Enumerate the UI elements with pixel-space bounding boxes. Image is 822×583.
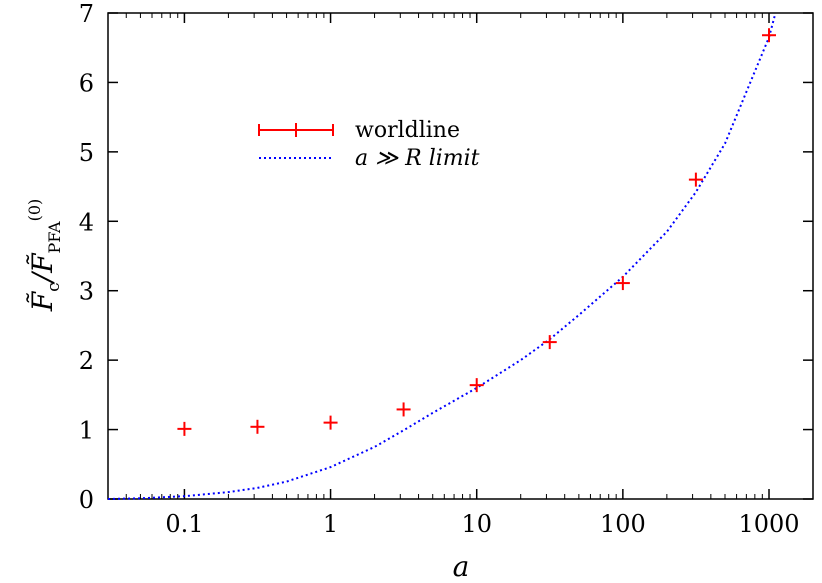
plot-border xyxy=(107,12,814,500)
y-tick-label: 7 xyxy=(79,0,94,28)
x-tick-label: 1000 xyxy=(738,510,799,538)
x-axis-title: a xyxy=(453,550,470,583)
x-tick-label: 1 xyxy=(323,510,338,538)
y-axis: 0 1 2 3 4 5 6 7 xyxy=(79,0,813,514)
x-tick-label: 0.1 xyxy=(165,510,203,538)
legend-limit-label: a ≫ R limit xyxy=(355,146,480,171)
limit-curve xyxy=(107,14,777,500)
y-tick-label: 3 xyxy=(79,278,94,306)
y-axis-title-text: F̃ xyxy=(26,290,59,312)
worldline-point xyxy=(688,172,703,187)
plot-frame xyxy=(107,12,814,500)
legend: worldline a ≫ R limit xyxy=(258,118,480,171)
series-limit-line xyxy=(107,14,777,500)
worldline-point xyxy=(323,415,338,430)
svg-text:F̃c/F̃PFA(0): F̃c/F̃PFA(0) xyxy=(25,199,64,313)
y-axis-title: F̃c/F̃PFA(0) xyxy=(25,199,64,313)
worldline-point xyxy=(177,421,192,436)
x-tick-label: 100 xyxy=(600,510,646,538)
series-worldline-points xyxy=(177,28,777,436)
legend-worldline-label: worldline xyxy=(355,118,460,143)
y-tick-label: 6 xyxy=(79,69,94,97)
worldline-point xyxy=(396,402,411,417)
worldline-point xyxy=(469,378,484,393)
y-tick-label: 5 xyxy=(79,139,94,167)
y-tick-label: 2 xyxy=(79,347,94,375)
worldline-point xyxy=(762,28,777,43)
worldline-point xyxy=(250,419,265,434)
worldline-point xyxy=(615,276,630,291)
y-tick-label: 0 xyxy=(79,486,94,514)
y-tick-label: 1 xyxy=(79,417,94,445)
x-axis: 0.1 1 10 100 1000 xyxy=(125,13,800,538)
x-tick-label: 10 xyxy=(461,510,492,538)
worldline-point xyxy=(542,335,557,350)
y-tick-label: 4 xyxy=(79,208,94,236)
